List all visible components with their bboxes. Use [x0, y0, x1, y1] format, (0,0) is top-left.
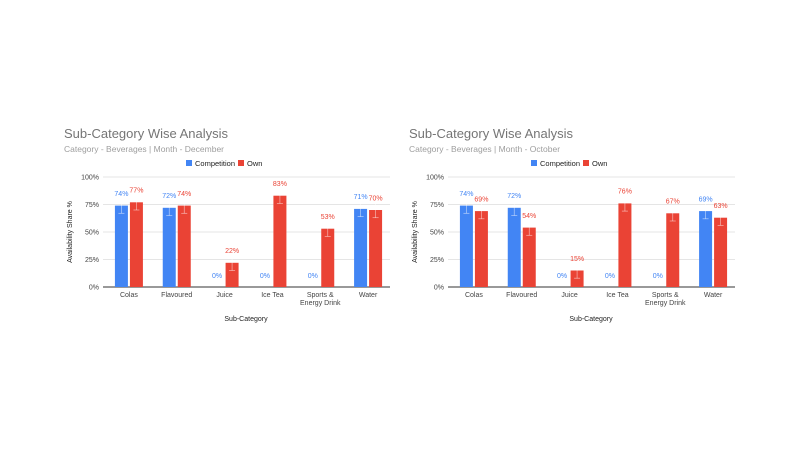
- y-tick-label: 50%: [430, 230, 444, 237]
- y-axis-title: Availability Share %: [67, 201, 74, 263]
- legend-label-own: Own: [592, 159, 607, 168]
- data-label-own: 76%: [618, 189, 632, 196]
- bar-own: [570, 270, 584, 287]
- data-label-own: 54%: [522, 213, 536, 220]
- data-label-competition: 71%: [354, 194, 368, 201]
- y-tick-label: 0%: [434, 285, 444, 292]
- bar-competition: [699, 211, 713, 287]
- data-label-competition: 72%: [162, 193, 176, 200]
- x-tick-label: Sports &: [652, 292, 679, 299]
- y-tick-label: 100%: [81, 175, 99, 182]
- y-axis-title: Availability Share %: [412, 201, 419, 263]
- data-label-own: 70%: [369, 195, 383, 202]
- legend-label-competition: Competition: [540, 159, 580, 168]
- data-label-competition: 0%: [653, 273, 663, 280]
- x-tick-label: Ice Tea: [606, 292, 629, 299]
- x-tick-label: Energy Drink: [645, 300, 686, 307]
- x-tick-label: Juice: [216, 292, 232, 299]
- y-tick-label: 75%: [430, 202, 444, 209]
- legend-swatch-own: [238, 160, 244, 166]
- y-tick-label: 25%: [85, 257, 99, 264]
- chart-subtitle: Category - Beverages | Month - December: [64, 144, 224, 154]
- legend-swatch-own: [583, 160, 589, 166]
- bar-own: [474, 211, 488, 287]
- legend-swatch-competition: [186, 160, 192, 166]
- x-tick-label: Water: [704, 292, 723, 299]
- chart-title: Sub-Category Wise Analysis: [409, 126, 574, 141]
- chart-title: Sub-Category Wise Analysis: [64, 126, 229, 141]
- data-label-own: 53%: [321, 214, 335, 221]
- legend-swatch-competition: [531, 160, 537, 166]
- bar-own: [321, 228, 335, 287]
- data-label-own: 67%: [666, 199, 680, 206]
- bar-own: [129, 202, 143, 287]
- chart-1: Sub-Category Wise Analysis Category - Bev…: [64, 126, 390, 323]
- data-label-competition: 0%: [605, 273, 615, 280]
- x-tick-label: Flavoured: [161, 292, 192, 299]
- x-tick-label: Ice Tea: [261, 292, 284, 299]
- data-label-own: 74%: [177, 191, 191, 198]
- legend-label-competition: Competition: [195, 159, 235, 168]
- data-label-own: 77%: [129, 188, 143, 195]
- y-tick-label: 0%: [89, 285, 99, 292]
- data-label-competition: 0%: [308, 273, 318, 280]
- bar-competition: [354, 208, 368, 287]
- x-tick-label: Energy Drink: [300, 300, 341, 307]
- data-label-own: 63%: [714, 203, 728, 210]
- data-label-competition: 69%: [699, 196, 713, 203]
- x-tick-label: Sports &: [307, 292, 334, 299]
- bar-own: [666, 213, 680, 287]
- data-label-own: 22%: [225, 248, 239, 255]
- bar-own: [177, 205, 191, 287]
- y-tick-label: 50%: [85, 230, 99, 237]
- x-tick-label: Colas: [465, 292, 483, 299]
- bar-own: [714, 217, 728, 287]
- chart-subtitle: Category - Beverages | Month - October: [409, 144, 560, 154]
- bar-own: [522, 227, 536, 287]
- y-tick-label: 25%: [430, 257, 444, 264]
- bar-own: [273, 195, 287, 287]
- data-label-competition: 0%: [212, 273, 222, 280]
- legend-label-own: Own: [247, 159, 262, 168]
- data-label-competition: 74%: [114, 191, 128, 198]
- data-label-own: 83%: [273, 181, 287, 188]
- x-axis-title: Sub-Category: [569, 316, 613, 323]
- bar-own: [369, 210, 383, 287]
- data-label-own: 15%: [570, 256, 584, 263]
- bar-competition: [162, 207, 176, 287]
- x-tick-label: Flavoured: [506, 292, 537, 299]
- data-label-competition: 72%: [507, 193, 521, 200]
- y-tick-label: 75%: [85, 202, 99, 209]
- data-label-competition: 74%: [459, 191, 473, 198]
- bar-competition: [114, 205, 128, 287]
- y-tick-label: 100%: [426, 175, 444, 182]
- x-tick-label: Water: [359, 292, 378, 299]
- x-axis-title: Sub-Category: [224, 316, 268, 323]
- data-label-competition: 0%: [557, 273, 567, 280]
- data-label-competition: 0%: [260, 273, 270, 280]
- x-tick-label: Colas: [120, 292, 138, 299]
- chart-2: Sub-Category Wise Analysis Category - Bev…: [409, 126, 735, 323]
- data-label-own: 69%: [474, 196, 488, 203]
- bar-own: [618, 203, 632, 287]
- bar-competition: [459, 205, 473, 287]
- x-tick-label: Juice: [561, 292, 577, 299]
- bar-competition: [507, 207, 521, 287]
- bar-own: [225, 262, 239, 287]
